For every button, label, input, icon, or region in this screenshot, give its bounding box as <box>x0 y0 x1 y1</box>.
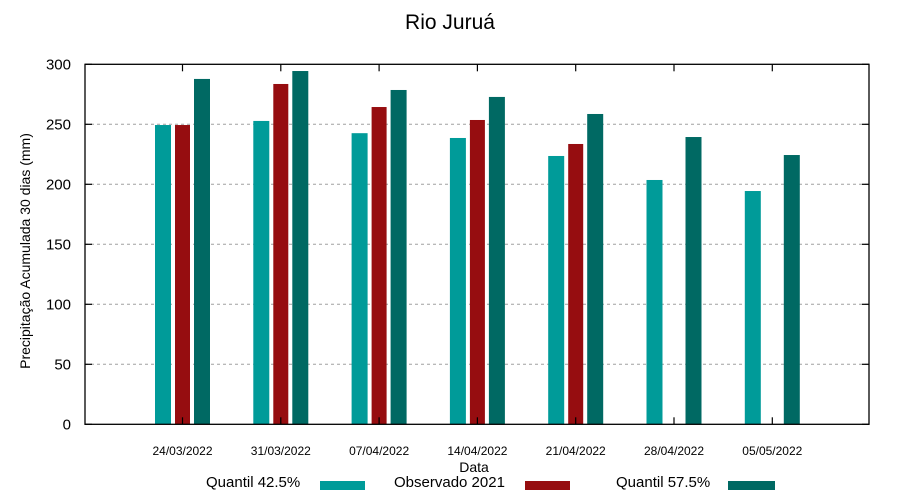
y-tick-label: 250 <box>46 116 71 133</box>
bar <box>744 191 761 425</box>
bar <box>587 113 604 425</box>
x-tick-labels: 24/03/2022 31/03/2022 07/04/2022 14/04/2022… <box>152 444 802 458</box>
y-tick-label: 150 <box>46 236 71 253</box>
legend-label-quantil-42: Quantil 42.5% <box>206 474 301 491</box>
bar <box>488 96 505 425</box>
bar <box>568 143 584 425</box>
y-axis-label: Precipitação Acumulada 30 dias (mm) <box>17 133 33 369</box>
legend-swatch-quantil-42 <box>320 481 365 490</box>
legend-label-observado: Observado 2021 <box>394 474 505 491</box>
x-tick-label: 24/03/2022 <box>152 444 212 458</box>
bar <box>449 137 466 425</box>
bar <box>351 133 368 425</box>
x-tick-label: 14/04/2022 <box>447 444 507 458</box>
bar <box>292 71 309 425</box>
y-tick-label: 0 <box>63 416 71 433</box>
y-tick-label: 50 <box>54 356 71 373</box>
bar <box>390 89 407 425</box>
x-tick-label: 31/03/2022 <box>251 444 311 458</box>
bars <box>155 71 800 425</box>
bar <box>273 83 289 425</box>
plot-border <box>84 63 870 425</box>
x-tick-label: 28/04/2022 <box>644 444 704 458</box>
legend-swatch-observado <box>525 481 570 490</box>
bar <box>548 155 565 425</box>
y-tick-label: 300 <box>46 56 71 73</box>
y-tick-label: 100 <box>46 296 71 313</box>
bar <box>253 120 270 425</box>
x-axis-label: Data <box>459 459 489 475</box>
x-tick-label: 05/05/2022 <box>742 444 802 458</box>
legend-label-quantil-57: Quantil 57.5% <box>616 474 711 491</box>
bar <box>783 155 800 425</box>
bar <box>646 179 663 425</box>
bar <box>371 107 387 425</box>
y-tick-labels: 0 50 100 150 200 250 300 <box>46 56 71 433</box>
bar <box>194 78 210 425</box>
x-tick-label: 07/04/2022 <box>349 444 409 458</box>
bar <box>155 125 171 425</box>
axes <box>84 63 870 425</box>
bar <box>469 119 485 425</box>
legend-swatch-quantil-57 <box>728 481 775 490</box>
x-tick-label: 21/04/2022 <box>546 444 606 458</box>
chart-title: Rio Juruá <box>405 11 495 34</box>
y-tick-label: 200 <box>46 176 71 193</box>
bar <box>685 137 702 425</box>
bar <box>175 125 190 425</box>
